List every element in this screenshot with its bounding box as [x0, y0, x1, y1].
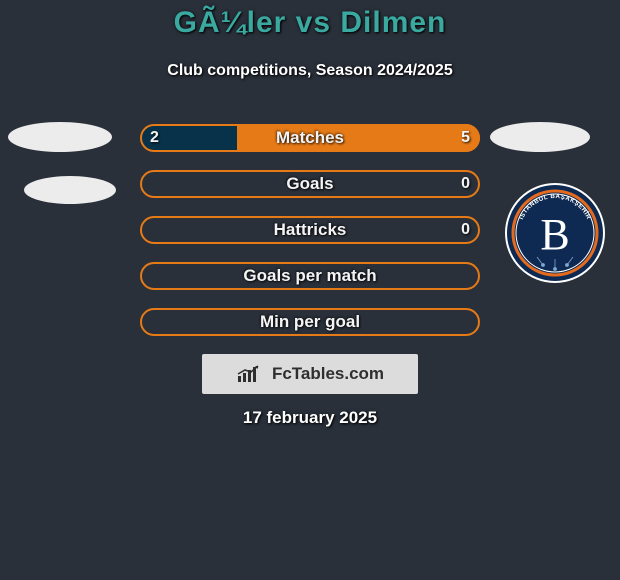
comparison-bars: Matches25Goals0Hattricks0Goals per match…	[140, 124, 480, 354]
stat-bar: Goals per match	[140, 262, 480, 290]
subtitle: Club competitions, Season 2024/2025	[0, 62, 620, 80]
chart-icon	[236, 364, 266, 384]
stat-bar-label: Hattricks	[140, 216, 480, 244]
brand-text: FcTables.com	[272, 364, 384, 384]
stat-bar: Min per goal	[140, 308, 480, 336]
player-left-avatar	[8, 122, 112, 152]
stat-bar-right-value: 0	[461, 216, 470, 244]
club-badge-right: ISTANBUL BAŞAKŞEHİR B	[505, 183, 605, 283]
stat-bar: Goals0	[140, 170, 480, 198]
generation-date: 17 february 2025	[0, 408, 620, 428]
stat-bar: Matches2 5	[140, 124, 480, 152]
player-right-avatar	[490, 122, 590, 152]
stat-bar-label: Goals	[140, 170, 480, 198]
stat-bar: Hattricks0	[140, 216, 480, 244]
svg-text:B: B	[540, 210, 569, 259]
stat-bar-label: Goals per match	[140, 262, 480, 290]
page-title: GÃ¼ler vs Dilmen	[0, 6, 620, 40]
stat-bar-right-value: 0	[461, 170, 470, 198]
player-left-club	[24, 176, 116, 204]
brand-attribution: FcTables.com	[202, 354, 418, 394]
club-badge-icon: ISTANBUL BAŞAKŞEHİR B	[505, 183, 605, 283]
stat-bar-left-value: 2	[150, 124, 159, 152]
stat-bar-right-value: 5	[461, 124, 470, 152]
stat-bar-label: Min per goal	[140, 308, 480, 336]
stat-bar-label: Matches	[140, 124, 480, 152]
